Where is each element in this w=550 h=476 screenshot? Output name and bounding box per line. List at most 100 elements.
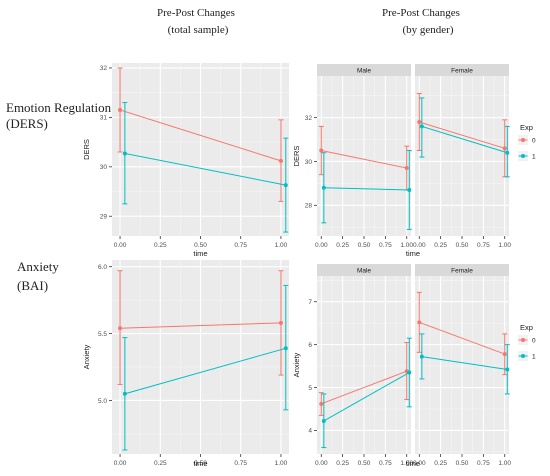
y-axis-title: DERS — [82, 139, 91, 160]
series-exp-1 — [419, 333, 510, 395]
data-point — [321, 418, 326, 423]
facet-label-female: Female — [451, 268, 473, 275]
data-point — [319, 401, 324, 406]
y-tick-label: 6.0 — [98, 264, 107, 271]
x-tick-label: 1.00 — [275, 242, 288, 249]
data-point — [404, 166, 409, 171]
y-axis-title: Anxiety — [82, 344, 91, 369]
data-point — [118, 107, 123, 112]
y-tick-label: 32 — [100, 65, 108, 72]
x-tick-label: 0.25 — [154, 460, 167, 467]
series-line — [323, 187, 410, 191]
facet-strip — [415, 64, 509, 76]
y-tick-label: 6 — [308, 342, 312, 349]
legend-0: Exp 0 1 — [518, 123, 536, 161]
y-tick-label: 32 — [305, 115, 313, 122]
legend-1: Exp 0 1 — [518, 323, 536, 361]
x-tick-label: 0.00 — [114, 242, 127, 249]
x-tick-label: 0.00 — [114, 460, 127, 467]
x-tick-label: 0.50 — [456, 242, 469, 249]
panel-male: 0.00 0.25 0.50 0.75 1.00 4 5 6 7 Male — [308, 264, 413, 467]
x-tick-label: 1.00 — [400, 242, 413, 249]
row-label-bai-line2: (BAI) — [17, 278, 48, 293]
series-line — [419, 321, 505, 355]
y-tick-label: 30 — [305, 159, 313, 166]
x-tick-label: 0.50 — [358, 460, 371, 467]
data-point — [505, 150, 510, 155]
x-axis-title: time — [406, 249, 420, 258]
chart-0: 0.00 0.25 0.50 0.75 1.00 29 30 31 32 DERS time — [82, 63, 289, 258]
panel-female: 0.00 0.25 0.50 0.75 1.00 Female — [413, 264, 511, 467]
x-tick-label: 0.25 — [336, 460, 349, 467]
x-tick-label: 0.75 — [379, 460, 392, 467]
y-axis-title: DERS — [292, 146, 301, 167]
y-axis-title: Anxiety — [292, 352, 301, 377]
data-point — [417, 320, 422, 325]
series-line — [421, 125, 508, 154]
series-line — [120, 322, 281, 329]
series-line — [119, 109, 282, 162]
x-tick-label: 0.00 — [315, 460, 328, 467]
charts: 0.00 0.25 0.50 0.75 1.0029303132DERStime0.00… — [82, 63, 536, 468]
data-point — [419, 124, 424, 129]
x-tick-label: 0.50 — [456, 460, 469, 467]
x-tick-label: 0.00 — [315, 242, 328, 249]
x-tick-label: 0.25 — [154, 242, 167, 249]
facet-label-female: Female — [451, 68, 473, 75]
x-tick-label: 0.50 — [358, 242, 371, 249]
series-exp-0 — [318, 341, 410, 416]
panel-female: 0.00 0.25 0.50 0.75 1.00 Female — [413, 64, 511, 249]
y-tick-label: 30 — [100, 164, 108, 171]
facet-label-male: Male — [357, 68, 371, 75]
y-tick-label: 31 — [100, 115, 108, 122]
legend-key-point — [521, 138, 525, 142]
x-tick-label: 0.25 — [336, 242, 349, 249]
series-line — [419, 121, 505, 149]
facet-strip — [317, 264, 411, 276]
header-gender-line2: (by gender) — [402, 24, 453, 36]
panel-male: 0.00 0.25 0.50 0.75 1.00 28 30 32 Male — [305, 64, 413, 249]
y-tick-label: 7 — [308, 299, 312, 306]
series-line — [124, 152, 286, 186]
series-exp-1 — [321, 150, 412, 230]
data-point — [118, 326, 123, 331]
x-tick-label: 0.75 — [477, 460, 490, 467]
x-tick-label: 0.75 — [234, 460, 247, 467]
panel-total: 0.00 0.25 0.50 0.75 1.00 29 30 31 32 — [100, 63, 289, 249]
data-point — [321, 185, 326, 190]
series-exp-0 — [416, 93, 508, 178]
x-tick-label: 1.00 — [400, 460, 413, 467]
series-exp-0 — [117, 270, 284, 385]
data-point — [122, 391, 127, 396]
chart-3: 0.00 0.25 0.50 0.75 1.00 4 5 6 7 Male 0.00 0.25 0.50… — [292, 264, 511, 468]
facet-strip — [415, 264, 509, 276]
series-line — [321, 150, 407, 169]
chart-1: 0.00 0.25 0.50 0.75 1.00 5.0 5.5 6.0 Anxiety time — [82, 260, 289, 468]
x-tick-label: 1.00 — [498, 242, 511, 249]
header-total-line1: Pre-Post Changes — [157, 7, 235, 19]
data-point — [502, 352, 507, 357]
data-point — [417, 120, 422, 125]
y-tick-label: 5.0 — [98, 398, 107, 405]
x-tick-label: 1.00 — [498, 460, 511, 467]
headers: Pre-Post Changes (total sample) Pre-Post… — [157, 7, 460, 36]
x-tick-label: 0.75 — [379, 242, 392, 249]
series-exp-1 — [321, 337, 412, 449]
series-line — [321, 370, 407, 405]
data-point — [283, 346, 288, 351]
x-tick-label: 0.00 — [413, 460, 426, 467]
x-tick-label: 0.25 — [434, 460, 447, 467]
row-labels: Emotion Regulation (DERS) Anxiety (BAI) — [6, 100, 112, 293]
data-point — [319, 148, 324, 153]
facet-label-male: Male — [357, 268, 371, 275]
y-tick-label: 4 — [308, 428, 312, 435]
x-tick-label: 0.00 — [413, 242, 426, 249]
series-exp-0 — [117, 67, 284, 202]
row-label-bai-line1: Anxiety — [17, 259, 59, 274]
x-tick-label: 1.00 — [275, 460, 288, 467]
series-line — [323, 372, 410, 422]
facet-strip — [317, 64, 411, 76]
legend-label-1: 1 — [532, 153, 536, 160]
